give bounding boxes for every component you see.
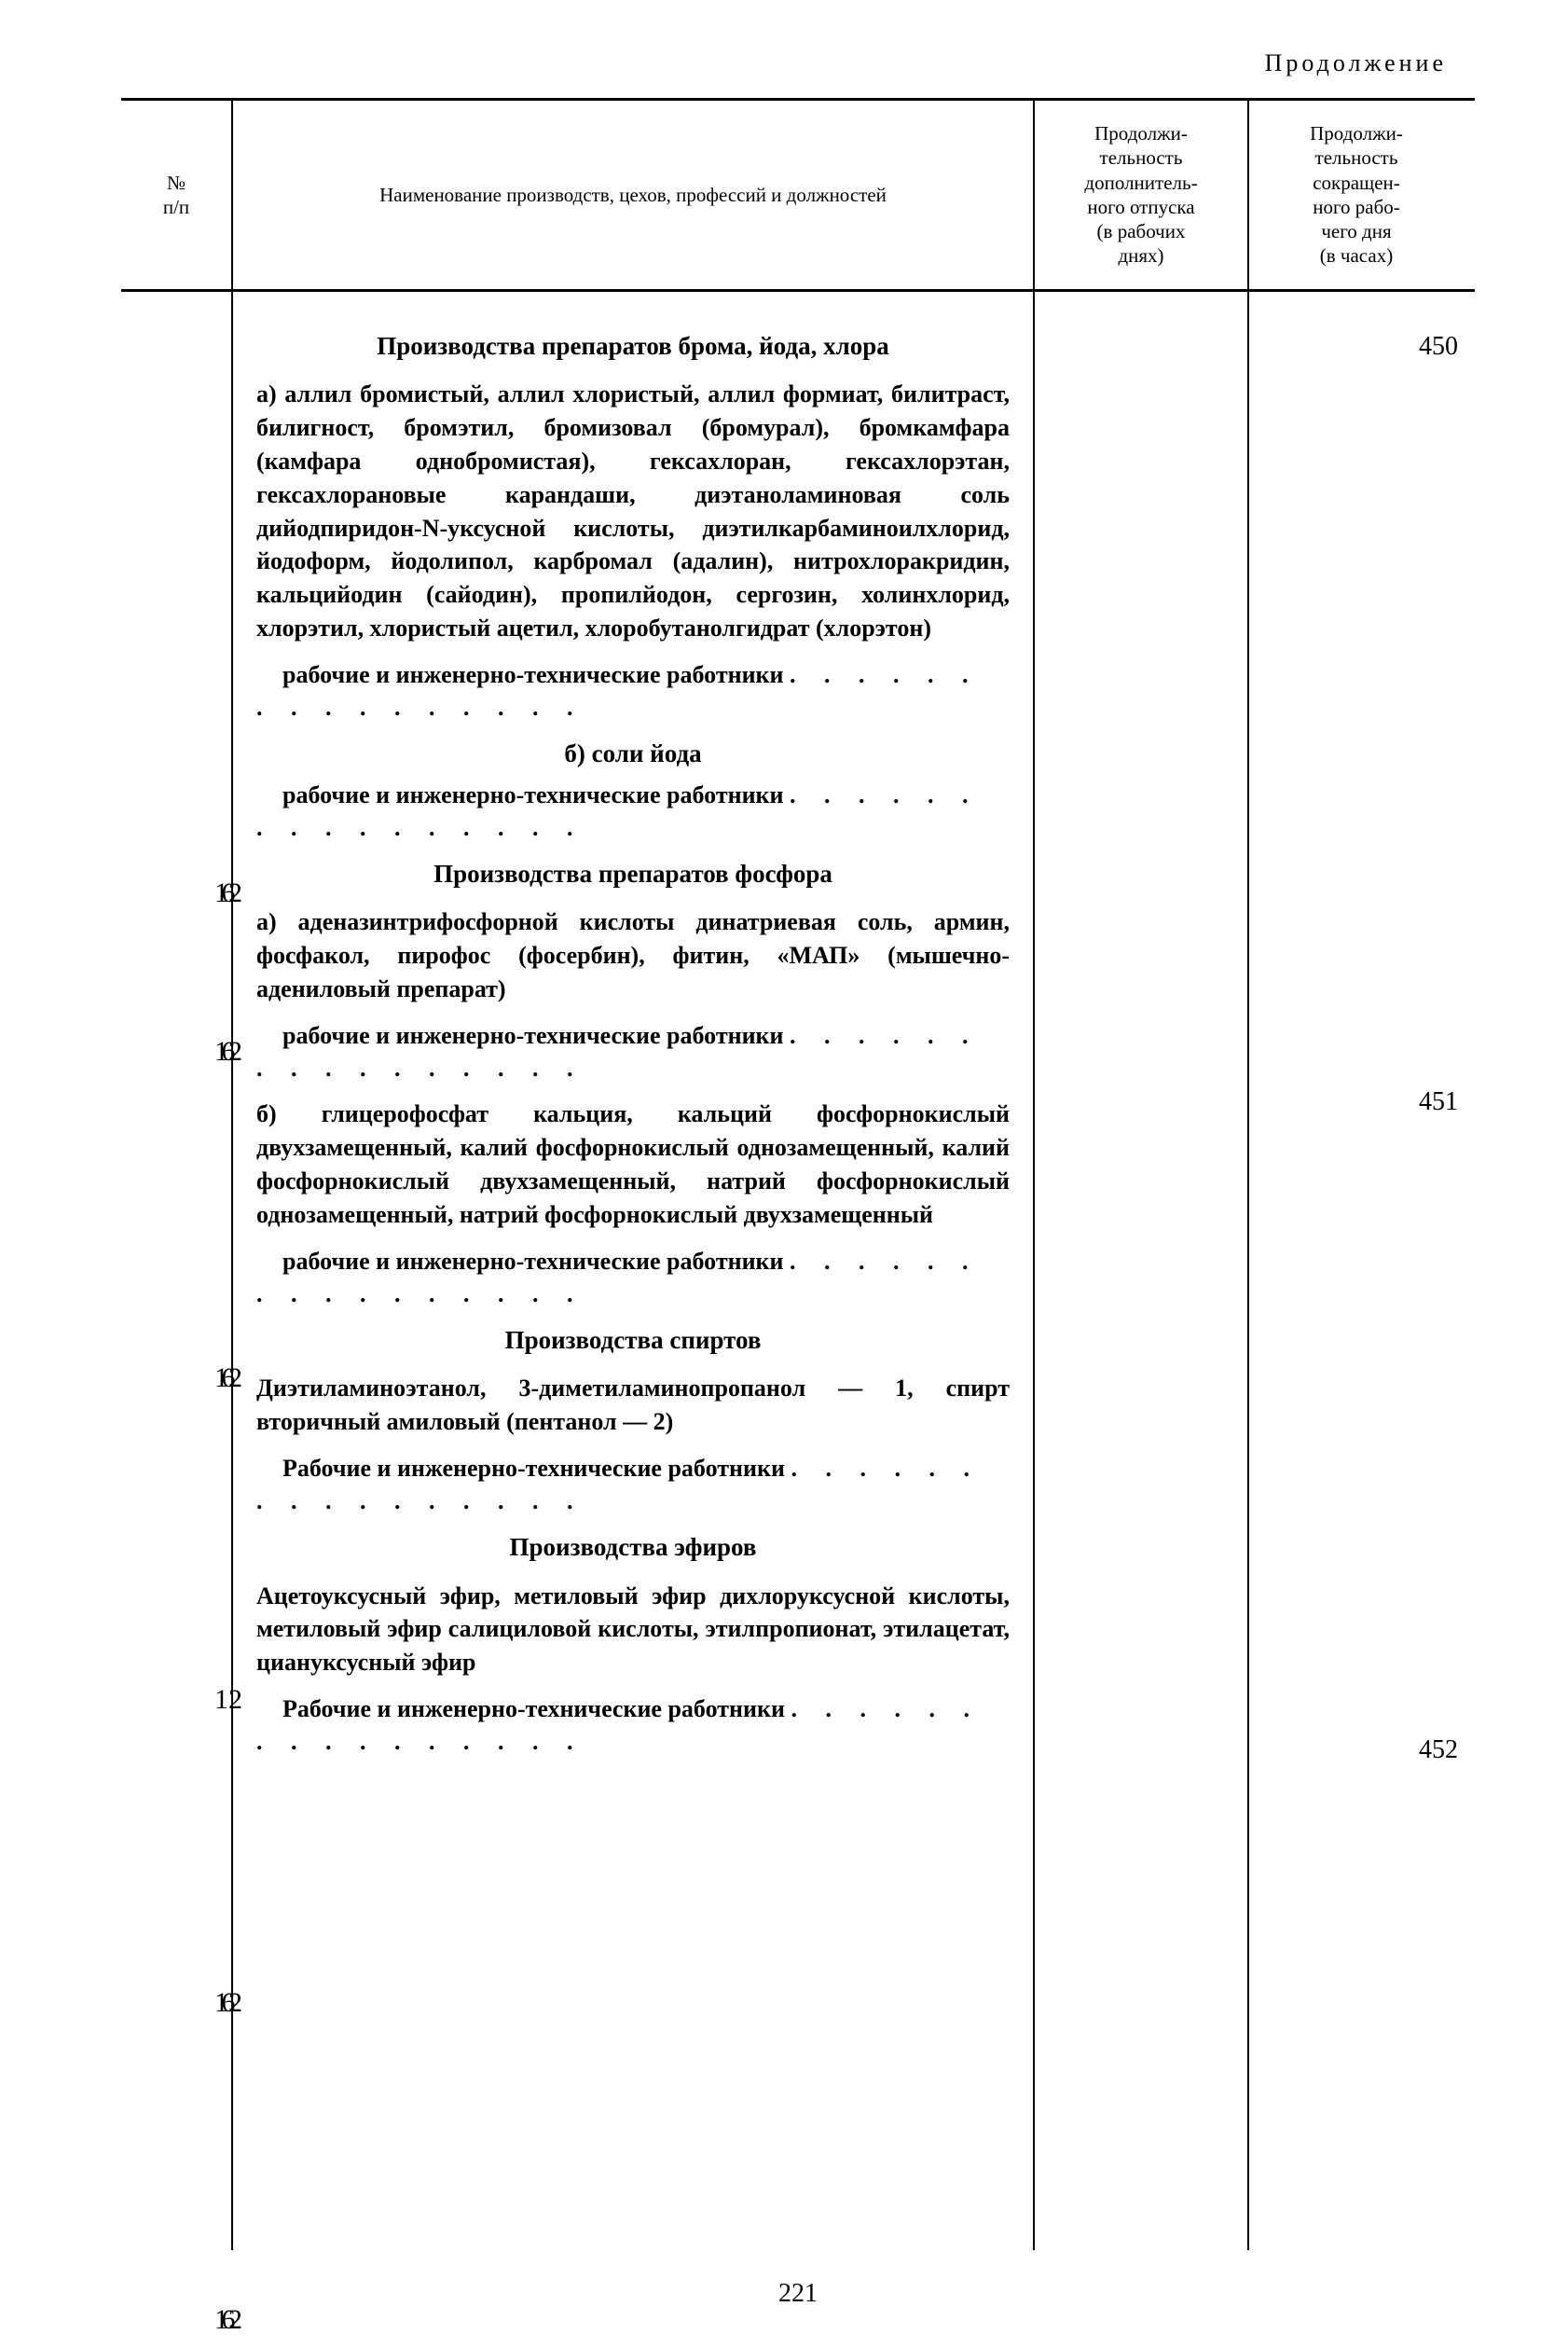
header-leave: Продолжи- тельность дополнитель- ного от… [1035, 101, 1249, 289]
item-list: б) глицерофосфат кальция, кальций фосфор… [256, 1098, 1010, 1232]
worker-text: рабочие и инженерно-технические работник… [282, 1022, 784, 1049]
row-number: 452 [1419, 1733, 1458, 1768]
header-hours: Продолжи- тельность сокращен- ного рабо-… [1249, 101, 1464, 289]
table-body: 450 451 452 Производства препаратов бром… [121, 292, 1475, 2250]
name-column: Производства препаратов брома, йода, хло… [233, 292, 1035, 2250]
item-list: а) аллил бромистый, аллил хлористый, алл… [256, 378, 1010, 645]
worker-text: рабочие и инженерно-технические работник… [282, 1248, 784, 1275]
section-title: Производства спиртов [256, 1323, 1010, 1357]
leave-value: 12 [121, 1681, 336, 1720]
worker-category: рабочие и инженерно-технические работник… [256, 779, 1010, 844]
row-number: 451 [1419, 1084, 1458, 1120]
continuation-label: Продолжение [121, 47, 1475, 79]
worker-text: рабочие и инженерно-технические работник… [282, 781, 784, 808]
section-title: Производства препаратов брома, йода, хло… [256, 329, 1010, 363]
item-list: Диэтиламиноэтанол, 3-диметиламинопропано… [256, 1372, 1010, 1439]
header-number: № п/п [121, 101, 233, 289]
section-title: Производства препаратов фосфора [256, 857, 1010, 891]
worker-category: рабочие и инженерно-технические работник… [256, 1245, 1010, 1310]
hours-value: 6 [121, 1360, 336, 1398]
worker-category: рабочие и инженерно-технические работник… [256, 658, 1010, 724]
section-title: Производства эфиров [256, 1530, 1010, 1564]
hours-value: 6 [121, 1984, 336, 2023]
table-header: № п/п Наименование производств, цехов, п… [121, 101, 1475, 292]
number-column: 450 451 452 [121, 292, 233, 2250]
row-number: 450 [1419, 329, 1458, 365]
subsection-title: б) соли йода [256, 737, 1010, 770]
main-table: № п/п Наименование производств, цехов, п… [121, 98, 1475, 2250]
worker-category: рабочие и инженерно-технические работник… [256, 1019, 1010, 1084]
worker-text: Рабочие и инженерно-технические работник… [282, 1455, 785, 1482]
header-name: Наименование производств, цехов, професс… [233, 101, 1035, 289]
hours-value: 6 [121, 875, 336, 913]
worker-text: Рабочие и инженерно-технические работник… [282, 1695, 785, 1722]
worker-category: Рабочие и инженерно-технические работник… [256, 1452, 1010, 1517]
worker-text: рабочие и инженерно-технические работник… [282, 661, 784, 688]
hours-column: 6 6 6 6 6 [1249, 292, 1464, 2250]
hours-value: 6 [121, 2301, 336, 2340]
item-list: а) аденазинтрифосфорной кислоты динатрие… [256, 905, 1010, 1006]
hours-value: 6 [121, 1033, 336, 1071]
leave-column: 12 12 12 12 12 12 [1035, 292, 1249, 2250]
worker-category: Рабочие и инженерно-технические работник… [256, 1692, 1010, 1758]
item-list: Ацетоуксусный эфир, метиловый эфир дихло… [256, 1580, 1010, 1680]
